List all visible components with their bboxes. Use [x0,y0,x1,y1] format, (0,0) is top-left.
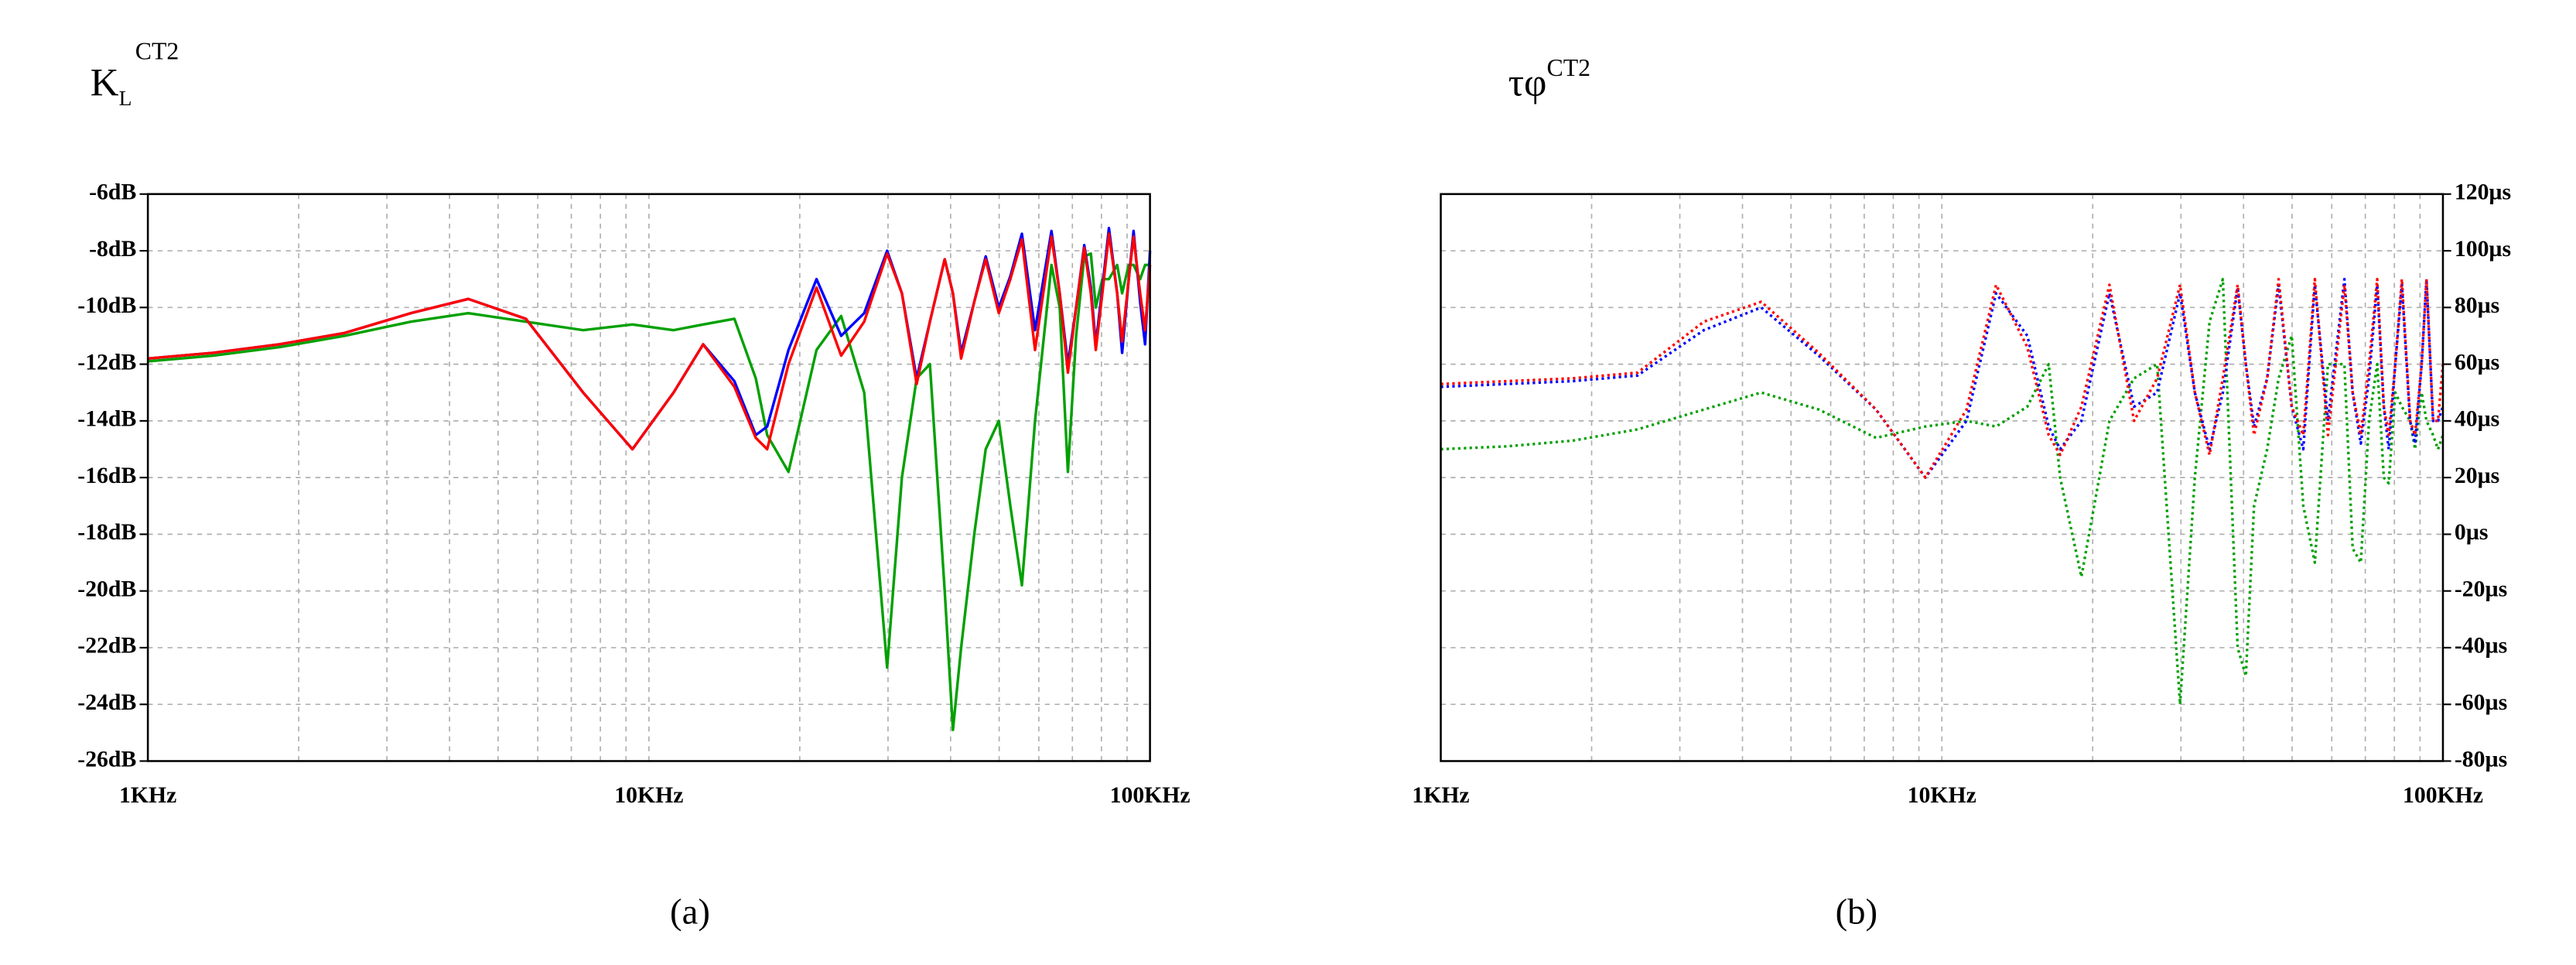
title-superscript: CT2 [1546,54,1590,81]
y-tick-label: 80µs [2455,293,2499,318]
x-tick-label: 10KHz [1908,783,1976,808]
y-tick-label: -40µs [2455,634,2507,659]
y-tick-label: -24dB [77,690,136,715]
y-tick-label: -8dB [89,237,136,262]
y-tick-label: 0µs [2455,520,2489,545]
title-subscript: L [119,86,132,110]
y-tick-label: -60µs [2455,690,2507,715]
data-line [1440,277,2444,706]
y-tick-label: 100µs [2455,237,2511,262]
x-tick-label: 100KHz [2403,783,2483,808]
y-tick-label: -80µs [2455,747,2507,772]
title-superscript: CT2 [135,38,179,65]
caption: (b) [1836,892,1877,932]
y-tick-label: 60µs [2455,350,2499,375]
plot-frame [146,193,1151,762]
plot-frame [1440,193,2444,762]
y-tick-label: -10dB [77,293,136,318]
y-tick-label: -22dB [77,634,136,659]
y-tick-label: 120µs [2455,180,2511,205]
x-tick-label: 100KHz [1110,783,1191,808]
chart-title: τφCT2 [1508,54,1591,104]
caption: (a) [670,892,710,932]
y-tick-label: -14dB [77,407,136,432]
title-main: K [91,61,119,104]
x-tick-label: 10KHz [614,783,683,808]
y-tick-label: -18dB [77,520,136,545]
y-tick-label: -6dB [89,180,136,205]
chart-title: KLCT2 [91,38,179,110]
data-line [1440,277,2444,479]
y-tick-label: -26dB [77,747,136,772]
x-tick-label: 1KHz [1412,783,1469,808]
y-tick-label: 20µs [2455,464,2499,488]
title-main: τφ [1508,61,1547,104]
y-tick-label: -12dB [77,350,136,375]
y-tick-label: -16dB [77,464,136,488]
y-tick-label: 40µs [2455,407,2499,432]
y-tick-label: -20dB [77,577,136,601]
data-line [147,227,1152,451]
y-tick-label: -20µs [2455,577,2507,601]
x-tick-label: 1KHz [119,783,176,808]
data-line [147,232,1152,451]
